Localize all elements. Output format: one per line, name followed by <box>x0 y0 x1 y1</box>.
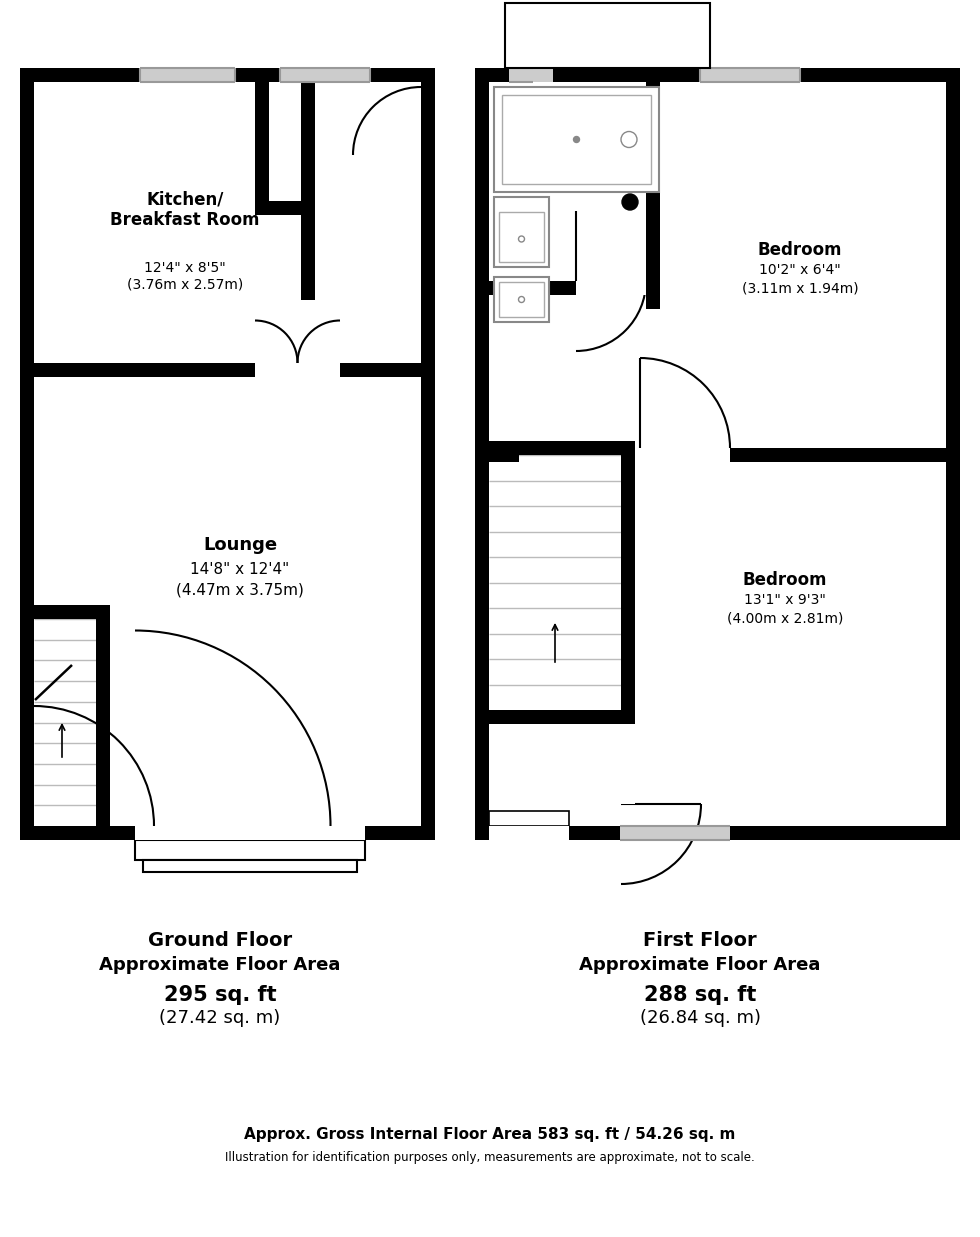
Bar <box>621 724 635 804</box>
Bar <box>700 68 800 82</box>
Text: (2.00m x 1.78m): (2.00m x 1.78m) <box>547 43 663 57</box>
Bar <box>135 840 365 860</box>
Text: Bathroom: Bathroom <box>563 10 647 26</box>
Bar <box>505 2 710 68</box>
Bar <box>20 826 135 840</box>
Bar <box>20 68 435 840</box>
Circle shape <box>621 131 637 147</box>
Text: 14'8" x 12'4": 14'8" x 12'4" <box>190 563 290 578</box>
Bar <box>475 68 960 840</box>
Bar <box>646 82 660 309</box>
Bar <box>489 448 519 461</box>
Text: Bedroom: Bedroom <box>743 571 827 589</box>
Bar <box>509 68 553 82</box>
Bar <box>620 826 730 840</box>
Text: Ground Floor: Ground Floor <box>148 930 292 950</box>
Text: 12'4" x 8'5": 12'4" x 8'5" <box>144 261 225 275</box>
Text: Illustration for identification purposes only, measurements are approximate, not: Illustration for identification purposes… <box>225 1152 755 1164</box>
Bar <box>340 362 421 377</box>
Text: Approximate Floor Area: Approximate Floor Area <box>579 956 820 974</box>
Text: Lounge: Lounge <box>203 536 277 554</box>
Bar <box>255 200 315 215</box>
Bar <box>621 455 635 724</box>
Bar <box>489 281 660 294</box>
Bar <box>489 811 569 826</box>
Bar <box>502 95 651 184</box>
Text: (3.76m x 2.57m): (3.76m x 2.57m) <box>126 278 243 292</box>
Circle shape <box>518 297 524 303</box>
Bar <box>421 68 435 840</box>
Bar <box>20 68 34 840</box>
Text: Kitchen/
Breakfast Room: Kitchen/ Breakfast Room <box>111 190 260 229</box>
Bar <box>489 826 569 840</box>
Bar <box>475 68 489 840</box>
Bar <box>489 442 635 455</box>
Bar <box>640 448 730 461</box>
Circle shape <box>622 194 638 210</box>
Text: (27.42 sq. m): (27.42 sq. m) <box>160 1009 280 1027</box>
Bar <box>475 826 960 840</box>
Text: Approximate Floor Area: Approximate Floor Area <box>99 956 341 974</box>
Bar <box>255 82 269 215</box>
Text: (4.00m x 2.81m): (4.00m x 2.81m) <box>727 611 843 625</box>
Bar <box>576 281 646 294</box>
Bar <box>34 605 110 618</box>
Bar <box>499 282 544 317</box>
Text: Approx. Gross Internal Floor Area 583 sq. ft / 54.26 sq. m: Approx. Gross Internal Floor Area 583 sq… <box>244 1127 736 1143</box>
Text: (26.84 sq. m): (26.84 sq. m) <box>640 1009 760 1027</box>
Text: (3.11m x 1.94m): (3.11m x 1.94m) <box>742 281 858 294</box>
Bar <box>494 197 549 267</box>
Text: 13'1" x 9'3": 13'1" x 9'3" <box>744 593 826 607</box>
Bar <box>143 860 357 872</box>
Circle shape <box>573 136 579 142</box>
Text: Bedroom: Bedroom <box>758 241 842 259</box>
Bar <box>34 362 255 377</box>
Bar <box>20 826 110 840</box>
Bar <box>365 826 435 840</box>
Text: 10'2" x 6'4": 10'2" x 6'4" <box>760 263 841 277</box>
Text: (4.47m x 3.75m): (4.47m x 3.75m) <box>176 583 304 597</box>
Bar <box>640 448 946 461</box>
Bar <box>96 605 110 826</box>
Bar <box>494 87 659 192</box>
Bar <box>135 826 365 840</box>
Bar <box>20 826 435 840</box>
Bar <box>946 68 960 840</box>
Bar <box>494 277 549 322</box>
Text: 295 sq. ft: 295 sq. ft <box>164 985 276 1004</box>
Bar <box>280 68 370 82</box>
Bar <box>489 710 621 724</box>
Bar <box>475 68 960 82</box>
Bar <box>140 68 235 82</box>
Text: 288 sq. ft: 288 sq. ft <box>644 985 757 1004</box>
Circle shape <box>518 236 524 242</box>
Text: First Floor: First Floor <box>643 930 757 950</box>
Bar <box>499 212 544 262</box>
Bar <box>301 82 315 301</box>
Bar <box>20 68 435 82</box>
Text: 6'7" x 5'10": 6'7" x 5'10" <box>564 27 646 41</box>
